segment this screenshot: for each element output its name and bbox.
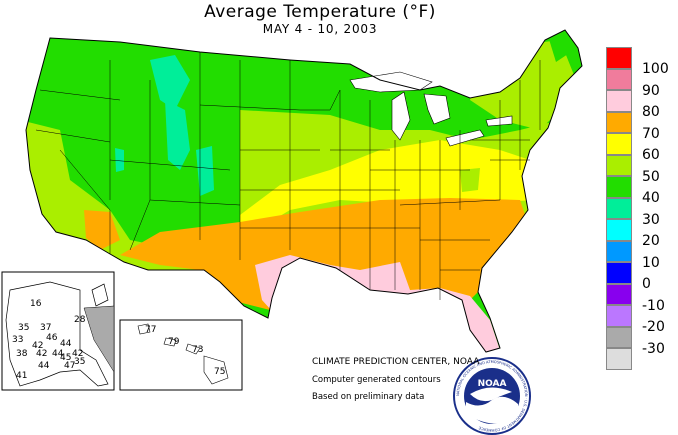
legend-swatch bbox=[606, 197, 632, 219]
alaska-inset: 16 28 35 37 33 46 42 44 38 42 44 42 45 4… bbox=[1, 271, 115, 391]
legend-swatch bbox=[606, 68, 632, 90]
legend-entry: 70 bbox=[606, 111, 678, 142]
noaa-logo: NOAA NATIONAL OCEANIC AND ATMOSPHERIC AD… bbox=[453, 357, 531, 435]
svg-text:46: 46 bbox=[46, 333, 58, 343]
legend-entry: 100 bbox=[606, 47, 678, 77]
legend-label: 90 bbox=[642, 82, 660, 99]
legend-swatch bbox=[606, 219, 632, 241]
legend-swatch bbox=[606, 262, 632, 284]
legend-swatch bbox=[606, 305, 632, 327]
legend-swatch bbox=[606, 240, 632, 262]
legend-label: -10 bbox=[642, 297, 665, 314]
legend-swatch bbox=[606, 154, 632, 176]
legend-swatch bbox=[606, 283, 632, 305]
legend-swatch bbox=[606, 176, 632, 198]
credit-data-note: Based on preliminary data bbox=[312, 392, 425, 402]
svg-text:37: 37 bbox=[40, 323, 51, 333]
legend-entry: 40 bbox=[606, 176, 678, 206]
legend-swatch bbox=[606, 348, 632, 370]
conus-outline bbox=[25, 29, 583, 353]
legend-swatch bbox=[606, 326, 632, 348]
svg-text:42: 42 bbox=[36, 349, 47, 359]
legend-entry: 60 bbox=[606, 133, 678, 163]
great-lakes bbox=[349, 71, 513, 147]
svg-text:44: 44 bbox=[52, 349, 64, 359]
noaa-logo-text: NOAA bbox=[478, 379, 507, 389]
legend-entry: 20 bbox=[606, 219, 678, 249]
legend-label: -30 bbox=[642, 340, 665, 357]
svg-text:28: 28 bbox=[74, 315, 86, 325]
svg-text:33: 33 bbox=[12, 335, 23, 345]
hawaii-inset: 77 79 73 75 bbox=[119, 319, 243, 391]
legend-label: 80 bbox=[642, 104, 660, 120]
legend-label: 40 bbox=[642, 190, 660, 206]
temperature-legend: 100 90 80 70 60 50 40 30 20 10 0 -10 -20 -30 bbox=[606, 47, 678, 370]
svg-text:38: 38 bbox=[16, 349, 28, 359]
legend-label: 20 bbox=[642, 233, 660, 249]
svg-text:77: 77 bbox=[145, 325, 156, 335]
legend-entry bbox=[606, 348, 678, 370]
svg-text:79: 79 bbox=[168, 337, 180, 347]
legend-entry: -30 bbox=[606, 326, 678, 357]
legend-entry: -10 bbox=[606, 283, 678, 314]
svg-text:47: 47 bbox=[64, 361, 75, 371]
legend-entry: 80 bbox=[606, 90, 678, 120]
legend-entry: 30 bbox=[606, 197, 678, 228]
legend-entry: 10 bbox=[606, 240, 678, 271]
legend-swatch bbox=[606, 111, 632, 133]
svg-text:16: 16 bbox=[30, 299, 42, 309]
svg-text:35: 35 bbox=[18, 323, 29, 333]
svg-text:42: 42 bbox=[32, 341, 43, 351]
legend-entry: -20 bbox=[606, 305, 678, 335]
legend-swatch bbox=[606, 133, 632, 155]
legend-entry: 90 bbox=[606, 68, 678, 99]
svg-text:44: 44 bbox=[60, 339, 72, 349]
legend-swatch bbox=[606, 47, 632, 69]
credit-agency: CLIMATE PREDICTION CENTER, NOAA bbox=[312, 357, 480, 367]
legend-label: 70 bbox=[642, 125, 660, 142]
legend-label: 0 bbox=[642, 276, 651, 292]
legend-entry: 0 bbox=[606, 262, 678, 292]
state-boundaries bbox=[35, 52, 541, 300]
svg-text:42: 42 bbox=[72, 349, 83, 359]
svg-text:45: 45 bbox=[60, 353, 71, 363]
svg-text:35: 35 bbox=[74, 357, 85, 367]
map-title: Average Temperature (°F) bbox=[204, 2, 436, 22]
svg-text:41: 41 bbox=[16, 371, 27, 381]
legend-label: 100 bbox=[642, 61, 669, 77]
legend-label: 60 bbox=[642, 147, 660, 163]
legend-label: -20 bbox=[642, 319, 665, 335]
map-subtitle: MAY 4 - 10, 2003 bbox=[262, 22, 378, 36]
legend-entry: 50 bbox=[606, 154, 678, 185]
svg-text:44: 44 bbox=[38, 361, 50, 371]
legend-swatch bbox=[606, 90, 632, 112]
svg-text:75: 75 bbox=[214, 367, 225, 377]
credit-method: Computer generated contours bbox=[312, 375, 441, 385]
legend-label: 30 bbox=[642, 211, 660, 228]
svg-text:73: 73 bbox=[192, 345, 203, 355]
legend-label: 10 bbox=[642, 254, 660, 271]
legend-label: 50 bbox=[642, 168, 660, 185]
